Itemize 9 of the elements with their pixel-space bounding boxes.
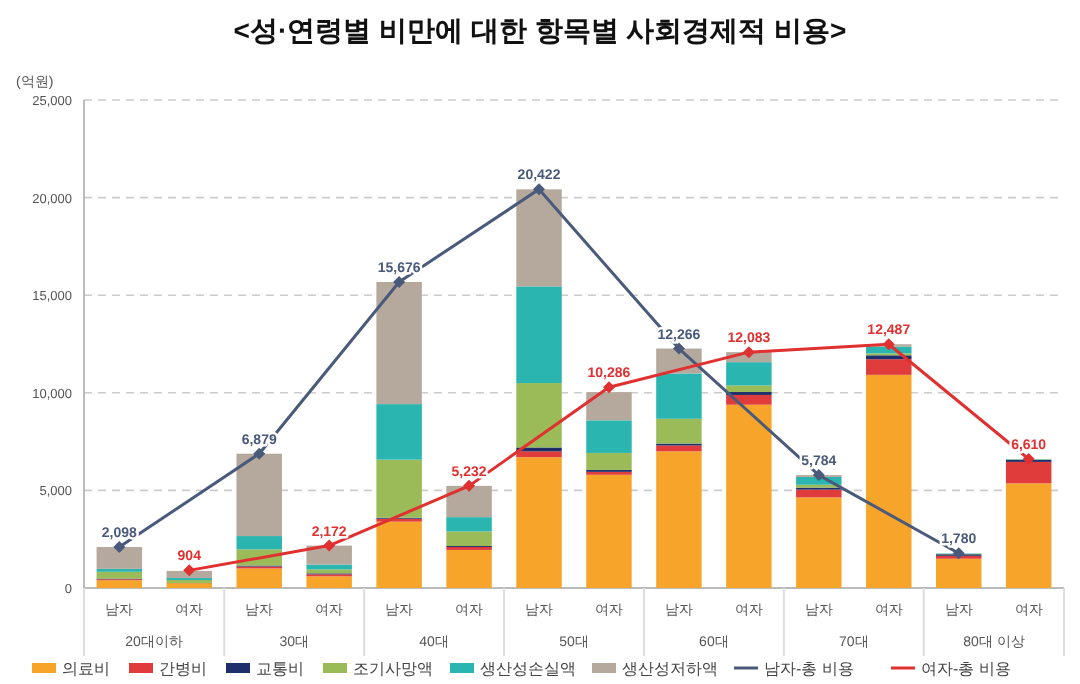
legend-label: 조기사망액 — [353, 660, 433, 678]
legend-label: 의료비 — [62, 660, 110, 678]
legend-label: 남자-총 비용 — [764, 660, 854, 678]
chart-title: <성·연령별 비만에 대한 항목별 사회경제적 비용> — [233, 14, 847, 46]
legend-label: 생산성저하액 — [622, 660, 718, 678]
legend-label: 생산성손실액 — [480, 660, 576, 678]
legend-label: 간병비 — [159, 660, 207, 678]
legend-label: 여자-총 비용 — [921, 660, 1011, 678]
legend-label: 교통비 — [256, 660, 304, 678]
